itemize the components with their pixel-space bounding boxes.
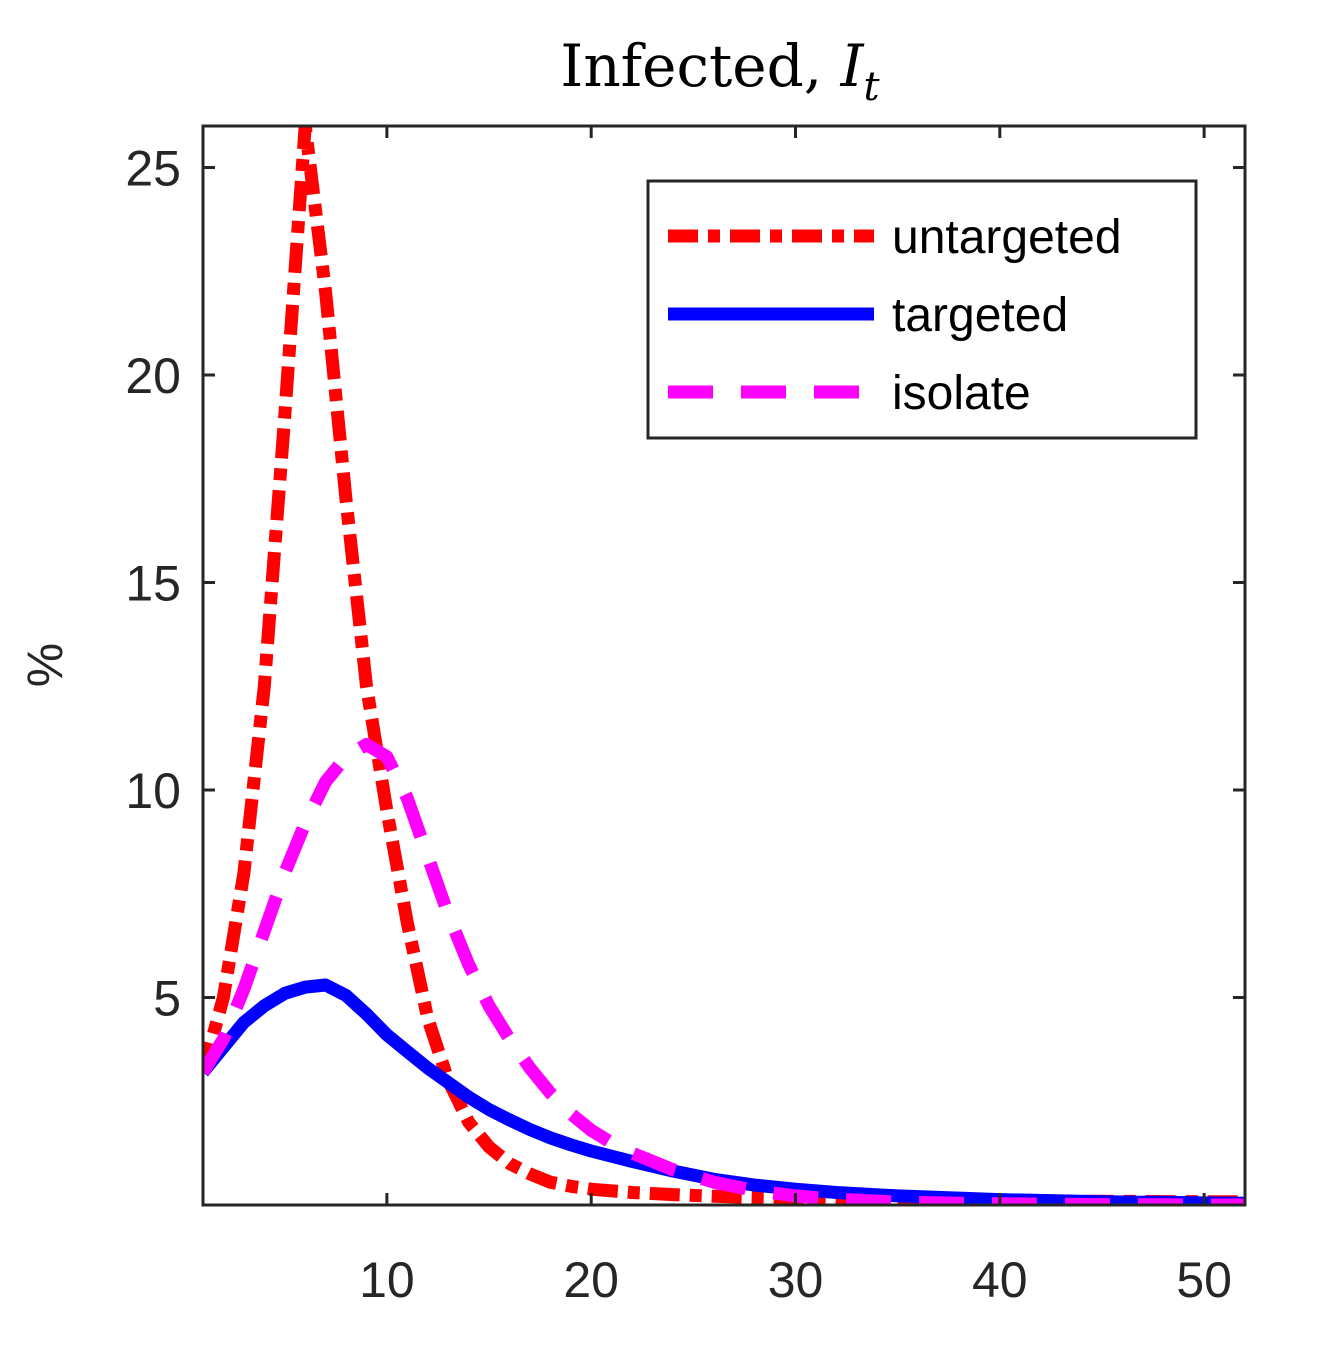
- series-line-targeted: [203, 978, 1245, 1205]
- y-tick-label-15: 15: [125, 556, 181, 612]
- legend-label-untargeted: untargeted: [892, 211, 1122, 264]
- x-tick-label-50: 50: [1176, 1252, 1232, 1308]
- y-tick-label-25: 25: [125, 141, 181, 197]
- chart-title-subscript: t: [864, 64, 881, 110]
- chart-title-text: Infected,: [560, 32, 840, 100]
- chart-title-variable: I: [840, 32, 865, 100]
- plot-axes-box: [201, 124, 1247, 1207]
- x-tick-label-30: 30: [768, 1252, 824, 1308]
- chart-title: Infected, It: [560, 32, 880, 110]
- y-tick-label-10: 10: [125, 763, 181, 819]
- y-tick-label-20: 20: [125, 348, 181, 404]
- series-line-untargeted: [203, 126, 1245, 1205]
- x-tick-label-10: 10: [359, 1252, 415, 1308]
- legend-label-isolate: isolate: [892, 367, 1031, 420]
- plot-area: 10 20 30 40 50 5 10 15 20 25: [125, 124, 1247, 1308]
- x-tick-label-40: 40: [972, 1252, 1028, 1308]
- legend-label-targeted: targeted: [892, 289, 1068, 342]
- y-axis-label: %: [17, 643, 73, 687]
- x-tick-label-20: 20: [563, 1252, 619, 1308]
- series-group: [203, 126, 1245, 1205]
- legend: untargeted targeted isolate: [646, 179, 1198, 440]
- y-tick-label-5: 5: [153, 971, 181, 1027]
